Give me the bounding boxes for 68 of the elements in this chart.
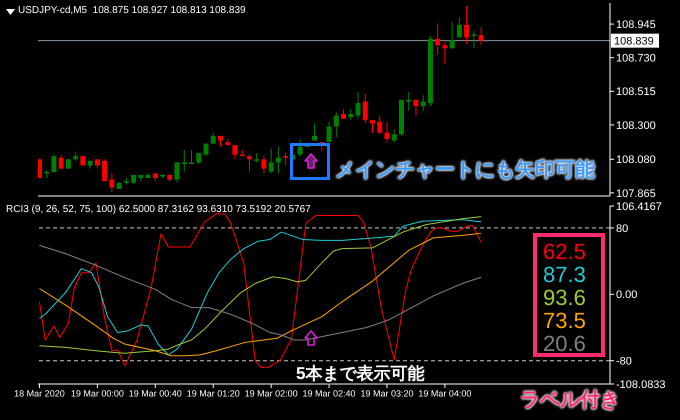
candlestick [420,94,426,112]
chart-title: USDJPY-cd,M5 108.875 108.927 108.813 108.839 [18,5,246,16]
x-tick-label: 19 Mar 00:40 [128,388,182,398]
candlestick [276,146,281,174]
y-tick-label: -108.0833 [616,378,666,391]
candlestick [196,152,202,164]
candlestick [283,152,288,166]
candlestick [450,21,455,49]
y-tick-label: 108.730 [616,52,656,65]
x-tick-label: 19 Mar 00:00 [70,388,124,398]
candlestick [174,162,180,184]
candlestick [478,26,484,46]
candlestick [384,121,390,143]
candlestick [362,93,368,124]
annotation: 62.5 [543,239,586,264]
x-tick-label: 19 Mar 01:20 [186,388,240,398]
y-tick-label: -80 [616,356,632,368]
candlestick [246,154,252,172]
candlestick [442,42,448,64]
y-tick-label: 0.00 [616,289,638,302]
y-tick-label: 108.300 [616,120,656,132]
candlestick [356,92,361,120]
y-tick-label: 108.945 [616,19,656,31]
annotation: メインチャートにも矢印可能 [335,158,595,182]
candlestick [348,108,354,121]
y-tick-label: 106.4167 [616,200,662,213]
y-tick-label: 108.080 [616,154,656,166]
candlestick [370,120,376,134]
candlestick [109,172,114,193]
annotation: 87.3 [543,262,586,287]
candlestick [102,158,108,182]
candlestick [232,144,238,160]
candlestick [312,122,318,142]
x-tick-label: 19 Mar 03:20 [360,388,414,398]
y-tick-label: 80 [616,222,628,235]
candlestick [73,150,78,162]
annotation: 5本まで表示可能 [296,364,424,384]
candlestick [377,115,382,135]
candlestick [203,143,208,157]
candlestick [254,152,260,163]
x-tick-label: 19 Mar 04:00 [418,388,472,398]
candlestick [334,112,339,138]
ref-line-label: 108.839 [614,36,654,48]
chart-title: RCI3 (9, 26, 52, 75, 100) 62.5000 87.3162 93.6310 73.5192 20.5767 [6,204,311,215]
y-tick-label: 108.515 [616,86,656,98]
text: ラベル付き [520,389,620,411]
candlestick [58,154,64,170]
x-tick-label: 19 Mar 02:00 [244,388,298,398]
annotation: 20.6 [543,331,586,356]
candlestick [182,149,187,172]
candlestick [464,6,470,44]
candlestick [406,92,412,112]
candlestick [392,129,397,143]
annotation: 93.6 [543,285,586,310]
candlestick [268,148,274,174]
candlestick [413,99,418,116]
candlestick [51,154,56,174]
y-tick-label: 107.865 [616,188,656,200]
candlestick [261,156,266,174]
annotation: 73.5 [543,308,586,333]
candlestick [189,149,194,164]
candlestick [456,16,462,38]
candlestick [298,138,303,157]
x-tick-label: 19 Mar 02:40 [302,388,356,398]
candlestick [326,121,332,143]
candlestick [435,22,440,56]
x-tick-label: 18 Mar 2020 [14,388,65,398]
candlestick [471,30,476,49]
